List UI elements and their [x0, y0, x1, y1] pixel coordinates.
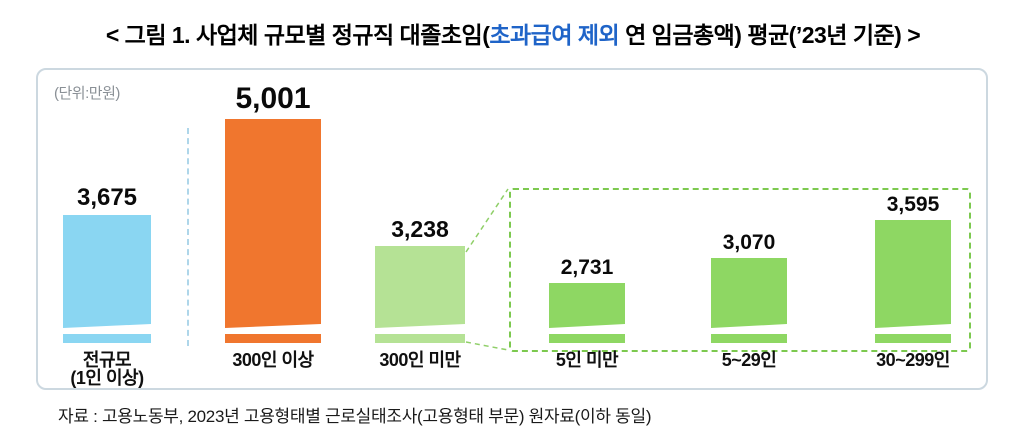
bar-base-segment [875, 334, 951, 343]
bar-30-299: 3,595 [875, 193, 951, 343]
bar-value-label: 3,238 [391, 216, 449, 242]
bar-category-label: 전규모 (1인 이상) [53, 351, 161, 387]
bar-category-label: 30~299인 [876, 350, 950, 370]
bar-category-label: 300인 이상 [232, 350, 314, 370]
bar-value-label: 5,001 [235, 82, 311, 115]
bar-category-label: 300인 미만 [379, 350, 461, 370]
bar-under-300: 3,238 [375, 216, 465, 343]
bar-base-segment [549, 334, 625, 343]
small-business-group-box [509, 188, 971, 352]
unit-label: (단위:만원) [54, 85, 120, 102]
bar-category-label: 5인 미만 [555, 350, 619, 370]
bar-300-plus: 5,001 [225, 82, 321, 343]
category-main: 전규모 [82, 350, 132, 370]
category-sub: (1인 이상) [70, 368, 144, 388]
bar-value-label: 2,731 [560, 256, 614, 279]
bar-category-label: 5~29인 [721, 350, 777, 370]
bar-base-segment [375, 334, 465, 343]
bar-all-sizes: 3,675 [63, 184, 151, 343]
bar-segment [549, 283, 625, 328]
bar-segment [375, 246, 465, 328]
bar-segment [63, 215, 151, 328]
divider-dashed-line [187, 128, 189, 346]
bar-base-segment [225, 334, 321, 343]
source-note: 자료 : 고용노동부, 2023년 고용형태별 근로실태조사(고용형태 부문) … [58, 407, 652, 426]
figure-title: < 그림 1. 사업체 규모별 정규직 대졸초임(초과급여 제외 연 임금총액)… [0, 16, 1026, 50]
chart-panel: (단위:만원) 3,675 5,001 3,238 2,731 [36, 68, 988, 390]
bar-base-segment [63, 334, 151, 343]
bar-value-label: 3,595 [886, 193, 940, 216]
bar-base-segment [711, 334, 787, 343]
bar-under-5: 2,731 [549, 256, 625, 343]
bar-segment [875, 220, 951, 328]
bar-segment [225, 119, 321, 328]
bar-value-label: 3,070 [722, 231, 776, 254]
bar-value-label: 3,675 [76, 184, 138, 211]
bar-segment [711, 258, 787, 328]
title-highlight: 초과급여 제외 [489, 22, 620, 48]
bar-5-29: 3,070 [711, 231, 787, 343]
title-text-after: 연 임금총액) 평균(’23년 기준) > [619, 22, 921, 48]
title-text-before: < 그림 1. 사업체 규모별 정규직 대졸초임( [105, 22, 490, 48]
